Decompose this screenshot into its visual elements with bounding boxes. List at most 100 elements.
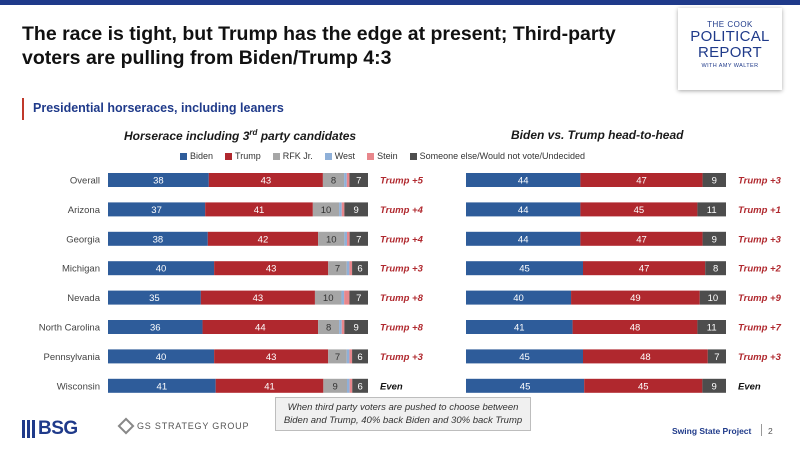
bar-segment	[349, 261, 353, 276]
bar-value-label: 43	[261, 176, 272, 187]
bar-segment	[108, 378, 216, 393]
margin-label: Trump +3	[380, 352, 424, 363]
margin-label: Trump +8	[380, 293, 424, 304]
legend-swatch	[225, 152, 233, 160]
bar-segment	[466, 378, 585, 393]
bar-segment	[346, 173, 350, 187]
legend-label: Someone else/Would not vote/Undecided	[419, 151, 586, 161]
bar-segment	[352, 349, 368, 364]
bar-value-label: 7	[356, 293, 361, 304]
right-panel-title: Biden vs. Trump head-to-head	[511, 128, 684, 142]
margin-label: Trump +8	[380, 323, 424, 334]
bar-segment	[215, 378, 324, 393]
logo-line-1: THE COOK	[707, 20, 753, 29]
bar-value-label: 8	[713, 264, 718, 275]
bar-segment	[108, 202, 206, 217]
legend-label: Trump	[235, 151, 261, 161]
bar-value-label: 10	[708, 293, 719, 304]
bar-segment	[214, 261, 329, 276]
bar-segment	[341, 290, 345, 305]
bar-segment	[466, 349, 583, 364]
bar-value-label: 43	[266, 352, 277, 363]
margin-label: Even	[380, 381, 403, 392]
bar-segment	[344, 320, 368, 334]
bar-value-label: 6	[357, 264, 362, 275]
bar-value-label: 10	[323, 293, 334, 304]
margin-label: Trump +3	[738, 234, 782, 245]
bar-value-label: 41	[254, 205, 265, 216]
bar-value-label: 41	[264, 381, 275, 392]
bar-value-label: 8	[326, 323, 331, 334]
bar-segment	[702, 173, 726, 187]
bsg-logo: BSG	[22, 418, 78, 440]
bar-value-label: 9	[354, 323, 359, 334]
margin-label: Even	[738, 381, 761, 392]
bar-value-label: 45	[519, 352, 530, 363]
bar-segment	[349, 231, 368, 246]
bar-value-label: 47	[639, 264, 650, 275]
bar-segment	[108, 173, 209, 187]
bar-segment	[580, 202, 698, 217]
left-panel-title-sup: rd	[249, 128, 258, 137]
bar-segment	[349, 290, 368, 305]
bar-value-label: 7	[335, 352, 340, 363]
bar-segment	[466, 290, 572, 305]
bar-value-label: 45	[519, 264, 530, 275]
bar-value-label: 45	[634, 205, 645, 216]
legend-label: Biden	[190, 151, 214, 161]
margin-label: Trump +4	[380, 234, 424, 245]
bar-segment	[108, 349, 215, 364]
bar-segment	[702, 231, 726, 246]
bar-segment	[707, 349, 726, 364]
chart-subtitle: Presidential horseraces, including leane…	[33, 101, 284, 115]
bar-segment	[339, 202, 342, 217]
bar-value-label: 7	[356, 234, 361, 245]
slide-title: The race is tight, but Trump has the edg…	[22, 23, 616, 69]
legend-swatch	[272, 152, 280, 160]
bar-value-label: 36	[150, 323, 161, 334]
bar-segment	[346, 378, 350, 393]
logo-line-3: REPORT	[697, 44, 763, 61]
cook-political-report-logo: THE COOK POLITICAL REPORT WITH AMY WALTE…	[678, 8, 782, 90]
bar-segment	[466, 231, 581, 246]
legend-item-biden: Biden	[180, 151, 213, 161]
bar-value-label: 37	[151, 205, 162, 216]
bar-segment	[108, 231, 208, 246]
bar-segment	[466, 173, 581, 187]
bar-segment	[583, 261, 706, 276]
bar-segment	[571, 290, 700, 305]
bar-value-label: 44	[518, 234, 529, 245]
bar-segment	[205, 202, 313, 217]
bar-value-label: 40	[156, 264, 167, 275]
row-label: Nevada	[67, 293, 100, 304]
margin-label: Trump +7	[738, 323, 782, 334]
bar-segment	[349, 173, 368, 187]
bar-segment	[322, 173, 345, 187]
bar-segment	[344, 231, 347, 246]
bar-segment	[466, 261, 583, 276]
margin-label: Trump +3	[738, 352, 782, 363]
logo-line-2: POLITICAL	[690, 28, 770, 45]
left-panel-title-main: Horserace including 3	[124, 129, 250, 143]
bar-value-label: 35	[149, 293, 160, 304]
chart-legend: Biden Trump RFK Jr. West Stein Someone e…	[180, 151, 585, 161]
bar-value-label: 48	[630, 323, 641, 334]
bar-value-label: 10	[326, 234, 337, 245]
bar-segment	[349, 378, 353, 393]
bar-value-label: 44	[518, 205, 529, 216]
legend-swatch	[324, 152, 332, 160]
bar-segment	[702, 378, 726, 393]
bar-value-label: 41	[157, 381, 168, 392]
bar-segment	[580, 231, 703, 246]
bar-segment	[214, 349, 329, 364]
bar-segment	[207, 231, 319, 246]
bar-segment	[699, 290, 726, 305]
margin-label: Trump +3	[738, 176, 782, 187]
bar-segment	[200, 290, 315, 305]
margin-label: Trump +4	[380, 205, 424, 216]
bar-value-label: 9	[712, 381, 717, 392]
bar-segment	[339, 320, 342, 334]
legend-swatch	[180, 152, 187, 160]
row-label: Arizona	[68, 205, 101, 216]
